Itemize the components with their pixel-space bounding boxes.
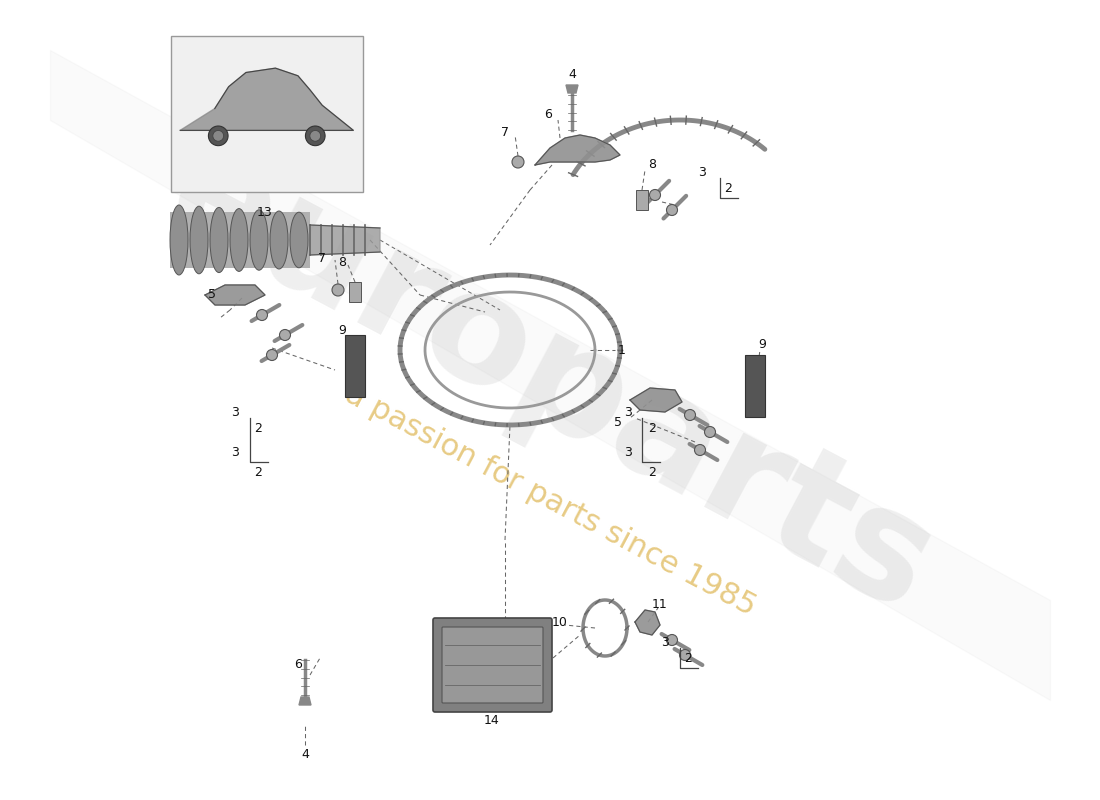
Text: 6: 6 (294, 658, 301, 671)
Circle shape (279, 330, 290, 341)
Ellipse shape (250, 210, 268, 270)
Text: 2: 2 (648, 422, 656, 434)
Text: 2: 2 (254, 422, 262, 434)
Circle shape (212, 130, 223, 142)
Circle shape (704, 426, 715, 438)
Text: 4: 4 (568, 69, 576, 82)
Circle shape (667, 634, 678, 646)
Bar (745, 355, 764, 417)
Text: 2: 2 (648, 466, 656, 478)
Circle shape (208, 126, 228, 146)
Text: 3: 3 (231, 446, 239, 458)
Ellipse shape (210, 207, 228, 273)
Text: 6: 6 (544, 109, 552, 122)
Circle shape (649, 190, 660, 201)
Text: 2: 2 (724, 182, 732, 194)
Bar (170, 36, 363, 192)
Text: 3: 3 (231, 406, 239, 418)
Text: 3: 3 (624, 406, 631, 418)
Text: 4: 4 (301, 749, 309, 762)
Text: 3: 3 (624, 446, 631, 458)
Text: europarts: europarts (142, 116, 958, 644)
Circle shape (266, 350, 277, 361)
Ellipse shape (170, 205, 188, 275)
Ellipse shape (230, 209, 248, 271)
Text: 9: 9 (758, 338, 766, 351)
Text: 8: 8 (338, 255, 346, 269)
Bar (349, 282, 361, 302)
Polygon shape (535, 135, 620, 165)
Text: a passion for parts since 1985: a passion for parts since 1985 (340, 379, 760, 621)
Circle shape (332, 284, 344, 296)
Text: 10: 10 (552, 615, 568, 629)
Polygon shape (630, 388, 682, 412)
Circle shape (310, 130, 321, 142)
Circle shape (667, 205, 678, 215)
Ellipse shape (190, 206, 208, 274)
Text: 14: 14 (484, 714, 499, 726)
Ellipse shape (270, 211, 288, 269)
Circle shape (694, 445, 705, 455)
Text: 5: 5 (614, 415, 622, 429)
Polygon shape (310, 225, 380, 255)
Polygon shape (566, 85, 578, 93)
Circle shape (306, 126, 326, 146)
Text: 9: 9 (338, 323, 345, 337)
Polygon shape (205, 285, 265, 305)
Circle shape (680, 650, 691, 661)
Polygon shape (635, 610, 660, 635)
Circle shape (256, 310, 267, 321)
Polygon shape (180, 68, 353, 130)
Bar (170, 212, 310, 268)
Text: 2: 2 (684, 651, 692, 665)
Ellipse shape (290, 212, 308, 268)
Text: 3: 3 (661, 635, 669, 649)
Polygon shape (299, 697, 311, 705)
Text: 13: 13 (257, 206, 273, 218)
Bar (636, 190, 648, 210)
Text: 5: 5 (208, 289, 216, 302)
Circle shape (512, 156, 524, 168)
Text: 11: 11 (652, 598, 668, 611)
Text: 3: 3 (698, 166, 706, 178)
Text: 2: 2 (254, 466, 262, 478)
Bar (345, 335, 365, 397)
Text: 8: 8 (648, 158, 656, 171)
FancyBboxPatch shape (433, 618, 552, 712)
Text: 7: 7 (500, 126, 509, 138)
Text: 1: 1 (618, 343, 626, 357)
Text: 7: 7 (318, 251, 326, 265)
Circle shape (684, 410, 695, 421)
FancyBboxPatch shape (442, 627, 543, 703)
